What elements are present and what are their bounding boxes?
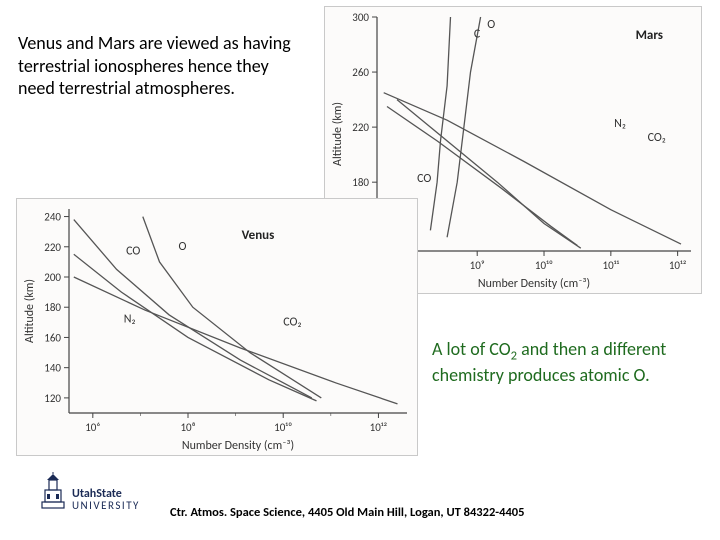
svg-text:N₂: N₂: [124, 312, 136, 326]
svg-text:220: 220: [352, 121, 369, 134]
svg-text:300: 300: [352, 11, 369, 24]
logo-text: UtahState UNIVERSITY: [72, 488, 140, 511]
venus-chart: 10⁶ 10⁸ 10¹⁰ 10¹² 120 140 160 180 200 220 240 Numbe…: [16, 198, 418, 456]
svg-text:260: 260: [352, 66, 369, 79]
footer-text: Ctr. Atmos. Space Science, 4405 Old Main…: [170, 505, 524, 520]
svg-text:10¹⁰: 10¹⁰: [535, 259, 553, 272]
svg-text:Number Density (cm⁻³): Number Density (cm⁻³): [478, 277, 590, 291]
annotation-text: A lot of CO2 and then a different chemis…: [432, 338, 702, 387]
svg-text:Venus: Venus: [242, 228, 275, 243]
svg-text:Altitude (km): Altitude (km): [331, 102, 345, 166]
svg-text:220: 220: [44, 241, 61, 254]
svg-text:10⁸: 10⁸: [180, 421, 195, 434]
svg-text:CO: CO: [126, 244, 140, 258]
svg-text:O: O: [178, 240, 186, 254]
svg-text:CO₂: CO₂: [648, 131, 666, 145]
svg-text:O: O: [487, 18, 495, 32]
svg-text:N₂: N₂: [614, 117, 626, 131]
svg-text:Mars: Mars: [636, 28, 663, 43]
intro-text: Venus and Mars are viewed as having terr…: [18, 32, 308, 100]
annotation-prefix: A lot of CO: [432, 338, 511, 360]
svg-text:Altitude (km): Altitude (km): [23, 279, 37, 343]
svg-text:Number Density (cm⁻³): Number Density (cm⁻³): [182, 439, 294, 453]
svg-text:160: 160: [44, 331, 61, 344]
svg-text:C: C: [474, 28, 481, 42]
logo-line2: UNIVERSITY: [72, 500, 140, 511]
svg-text:CO: CO: [417, 172, 431, 186]
svg-text:10¹²: 10¹²: [669, 259, 687, 272]
svg-text:120: 120: [44, 392, 61, 405]
svg-text:240: 240: [44, 211, 61, 224]
svg-text:CO₂: CO₂: [283, 315, 301, 329]
svg-text:10⁶: 10⁶: [85, 421, 100, 434]
svg-text:180: 180: [44, 301, 61, 314]
usu-logo: UtahState UNIVERSITY: [14, 470, 164, 530]
svg-text:140: 140: [44, 362, 61, 375]
logo-tower-icon: [38, 472, 68, 510]
svg-text:10¹⁰: 10¹⁰: [274, 421, 292, 434]
venus-chart-svg: 10⁶ 10⁸ 10¹⁰ 10¹² 120 140 160 180 200 220 240 Numbe…: [17, 199, 419, 457]
svg-text:200: 200: [44, 271, 61, 284]
svg-text:10¹²: 10¹²: [370, 421, 388, 434]
svg-text:180: 180: [352, 176, 369, 189]
svg-text:10¹¹: 10¹¹: [603, 259, 620, 272]
svg-text:10⁹: 10⁹: [470, 259, 485, 272]
